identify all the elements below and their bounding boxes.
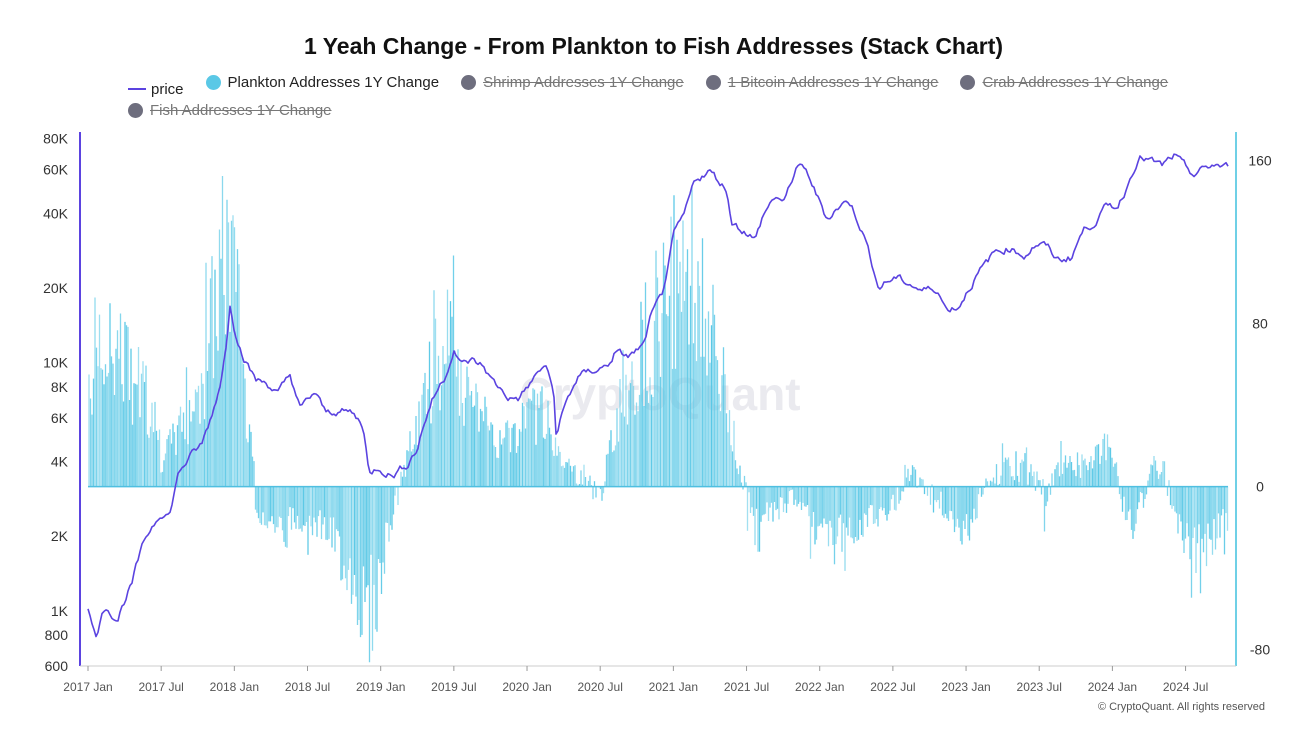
x-tick-label: 2023 Jul bbox=[1017, 680, 1062, 694]
x-tick-label: 2019 Jan bbox=[356, 680, 405, 694]
x-tick-label: 2022 Jan bbox=[795, 680, 844, 694]
x-tick-label: 2024 Jan bbox=[1088, 680, 1137, 694]
legend-label-fish: Fish Addresses 1Y Change bbox=[150, 101, 332, 119]
legend-label-shrimp: Shrimp Addresses 1Y Change bbox=[483, 74, 684, 91]
legend-dot-icon bbox=[461, 75, 477, 90]
x-tick-label: 2020 Jan bbox=[502, 680, 551, 694]
plankton-series bbox=[88, 176, 1229, 663]
y-left-tick-label: 6K bbox=[51, 410, 69, 426]
y-left-tick-label: 8K bbox=[51, 379, 69, 395]
legend-label-crab: Crab Addresses 1Y Change bbox=[982, 74, 1169, 91]
x-tick-label: 2020 Jul bbox=[578, 680, 623, 694]
x-tick-label: 2019 Jul bbox=[431, 680, 476, 694]
x-tick-label: 2017 Jan bbox=[63, 680, 112, 694]
legend-item-plankton[interactable]: Plankton Addresses 1Y Change bbox=[205, 72, 440, 93]
legend-label-price: price bbox=[151, 80, 184, 98]
y-right-tick-label: 0 bbox=[1256, 479, 1264, 495]
y-right-tick-label: -80 bbox=[1250, 642, 1270, 658]
y-right-tick-label: 160 bbox=[1248, 153, 1272, 169]
x-tick-label: 2018 Jan bbox=[210, 680, 259, 694]
x-tick-label: 2021 Jan bbox=[649, 680, 698, 694]
legend-item-shrimp[interactable]: Shrimp Addresses 1Y Change bbox=[461, 72, 684, 93]
y-left-tick-label: 4K bbox=[51, 453, 69, 469]
copyright-text: © CryptoQuant. All rights reserved bbox=[1097, 701, 1265, 713]
legend-item-fish[interactable]: Fish Addresses 1Y Change bbox=[128, 100, 332, 121]
x-tick-label: 2024 Jul bbox=[1163, 680, 1208, 694]
chart-legend: price Plankton Addresses 1Y Change Shrim… bbox=[128, 72, 1208, 124]
legend-label-plankton: Plankton Addresses 1Y Change bbox=[227, 74, 440, 91]
legend-item-1-bitcoin[interactable]: 1 Bitcoin Addresses 1Y Change bbox=[705, 72, 939, 93]
x-tick-label: 2022 Jul bbox=[870, 680, 915, 694]
y-left-tick-label: 600 bbox=[45, 658, 69, 674]
legend-item-price[interactable]: price bbox=[128, 79, 184, 100]
legend-line-icon bbox=[128, 88, 146, 90]
y-left-tick-label: 20K bbox=[43, 280, 69, 296]
y-right-tick-label: 80 bbox=[1252, 316, 1268, 332]
x-tick-label: 2021 Jul bbox=[724, 680, 769, 694]
price-line bbox=[87, 153, 1229, 638]
chart-title: 1 Yeah Change - From Plankton to Fish Ad… bbox=[303, 33, 1004, 59]
legend-dot-icon bbox=[205, 75, 221, 90]
legend-dot-icon bbox=[705, 75, 721, 90]
left-axis-ticks: 600 800 1K 2K 4K 6K 8K 10K 20K 40K 60K 80K bbox=[43, 131, 69, 674]
right-axis-ticks: -80 0 80 160 bbox=[1248, 153, 1272, 658]
y-left-tick-label: 2K bbox=[51, 528, 69, 544]
legend-label-1-bitcoin: 1 Bitcoin Addresses 1Y Change bbox=[727, 74, 939, 91]
legend-item-crab[interactable]: Crab Addresses 1Y Change bbox=[960, 72, 1168, 93]
x-axis-ticks: 2017 Jan 2017 Jul 2018 Jan 2018 Jul 2019 Jan… bbox=[63, 666, 1208, 694]
chart-axes bbox=[79, 132, 1237, 667]
x-tick-label: 2023 Jan bbox=[941, 680, 990, 694]
y-left-tick-label: 40K bbox=[43, 205, 69, 221]
y-left-tick-label: 800 bbox=[45, 627, 69, 643]
y-left-tick-label: 80K bbox=[43, 131, 69, 147]
legend-dot-icon bbox=[128, 102, 143, 118]
x-tick-label: 2017 Jul bbox=[138, 680, 183, 694]
y-left-tick-label: 10K bbox=[43, 355, 69, 371]
y-left-tick-label: 60K bbox=[43, 162, 69, 178]
legend-dot-icon bbox=[960, 75, 976, 90]
x-tick-label: 2018 Jul bbox=[285, 680, 330, 694]
y-left-tick-label: 1K bbox=[51, 603, 69, 619]
